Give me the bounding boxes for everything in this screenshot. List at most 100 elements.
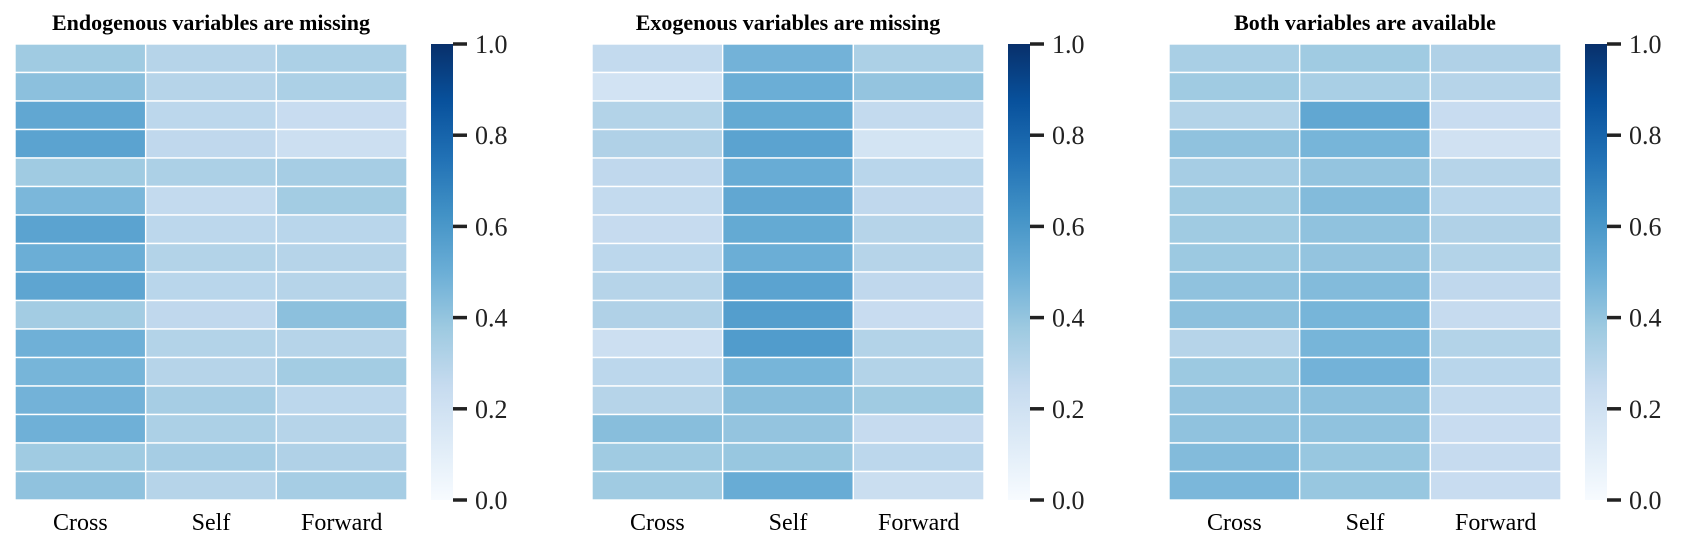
heatmap-cell bbox=[144, 71, 278, 102]
heatmap-cell bbox=[275, 328, 408, 359]
heatmap-cell bbox=[1429, 100, 1562, 131]
heatmap-cell bbox=[14, 413, 147, 444]
heatmap-cell bbox=[1168, 71, 1301, 102]
heatmap-cell bbox=[852, 128, 985, 159]
heatmap-cell bbox=[1298, 128, 1432, 159]
colorbar-tick-label: 0.8 bbox=[1052, 121, 1085, 150]
heatmap-cell bbox=[1429, 71, 1562, 102]
heatmap-cell bbox=[852, 242, 985, 273]
heatmap-cell bbox=[1168, 299, 1301, 330]
heatmap-cell bbox=[591, 43, 724, 74]
colorbar bbox=[1585, 44, 1607, 500]
heatmap-cell bbox=[14, 442, 147, 473]
heatmap-cell bbox=[144, 299, 278, 330]
heatmap-cell bbox=[1429, 214, 1562, 245]
heatmap-cell bbox=[1298, 328, 1432, 359]
heatmap-cell bbox=[721, 413, 855, 444]
heatmap-cell bbox=[1298, 71, 1432, 102]
heatmap-cell bbox=[1298, 442, 1432, 473]
heatmap-cell bbox=[1168, 100, 1301, 131]
heatmap-cell bbox=[14, 43, 147, 74]
heatmap-cell bbox=[14, 157, 147, 188]
x-tick-label: Self bbox=[1346, 510, 1385, 536]
colorbar-tick-label: 0.0 bbox=[475, 486, 508, 515]
heatmap-cell bbox=[1429, 442, 1562, 473]
heatmap-cell bbox=[275, 413, 408, 444]
heatmap-cell bbox=[14, 214, 147, 245]
colorbar-tick-label: 1.0 bbox=[475, 30, 508, 59]
heatmap-cell bbox=[852, 442, 985, 473]
heatmap-cell bbox=[1298, 299, 1432, 330]
heatmap-cell bbox=[144, 442, 278, 473]
heatmap-cell bbox=[14, 100, 147, 131]
colorbar-tick-label: 0.0 bbox=[1629, 486, 1662, 515]
colorbar-tick-label: 0.4 bbox=[1052, 304, 1085, 333]
heatmap-cell bbox=[144, 100, 278, 131]
heatmap-cell bbox=[1429, 470, 1562, 501]
heatmap-cell bbox=[1429, 185, 1562, 216]
heatmap-cell bbox=[275, 185, 408, 216]
colorbar-tick-label: 0.4 bbox=[475, 304, 508, 333]
heatmap-cell bbox=[1429, 385, 1562, 416]
heatmap-cell bbox=[852, 299, 985, 330]
heatmap-cell bbox=[1168, 214, 1301, 245]
heatmap-cell bbox=[591, 385, 724, 416]
heatmap-cell bbox=[852, 413, 985, 444]
colorbar-tick-label: 0.8 bbox=[475, 121, 508, 150]
panel-title: Endogenous variables are missing bbox=[52, 10, 370, 35]
heatmap-cell bbox=[144, 413, 278, 444]
heatmap-panel-2: Exogenous variables are missing Cross Self… bbox=[591, 10, 1085, 536]
heatmap-cell bbox=[1298, 185, 1432, 216]
x-tick-label: Self bbox=[769, 510, 808, 536]
heatmap-cell bbox=[721, 470, 855, 501]
heatmap-cell bbox=[1429, 271, 1562, 302]
heatmap-cell bbox=[144, 214, 278, 245]
heatmap-cell bbox=[721, 328, 855, 359]
heatmap-cell bbox=[721, 185, 855, 216]
heatmap-cell bbox=[1168, 385, 1301, 416]
heatmap-cell bbox=[1168, 470, 1301, 501]
heatmap-cell bbox=[14, 470, 147, 501]
heatmap-cell bbox=[721, 43, 855, 74]
heatmap-panel-1: Endogenous variables are missing Cross Sel… bbox=[14, 10, 508, 536]
heatmap-cell bbox=[591, 100, 724, 131]
heatmap-cell bbox=[1168, 43, 1301, 74]
heatmap-cell bbox=[1298, 385, 1432, 416]
heatmap-cell bbox=[591, 413, 724, 444]
heatmap-cell bbox=[1298, 214, 1432, 245]
heatmap-cell bbox=[1429, 242, 1562, 273]
colorbar-tick-label: 0.0 bbox=[1052, 486, 1085, 515]
heatmap-cell bbox=[591, 242, 724, 273]
colorbar-tick-label: 1.0 bbox=[1052, 30, 1085, 59]
colorbar-tick-label: 0.8 bbox=[1629, 121, 1662, 150]
heatmap-cell bbox=[275, 356, 408, 387]
x-tick-label: Self bbox=[192, 510, 231, 536]
heatmap-cell bbox=[1298, 242, 1432, 273]
heatmap-cell bbox=[852, 43, 985, 74]
heatmap-cell bbox=[14, 185, 147, 216]
heatmap-cell bbox=[852, 157, 985, 188]
heatmap-cell bbox=[14, 128, 147, 159]
heatmap-cell bbox=[591, 157, 724, 188]
x-tick-label: Cross bbox=[630, 510, 685, 536]
heatmap-cell bbox=[1429, 157, 1562, 188]
heatmap-cell bbox=[14, 299, 147, 330]
heatmap-cell bbox=[1168, 356, 1301, 387]
heatmap-cell bbox=[275, 128, 408, 159]
heatmap-cell bbox=[852, 470, 985, 501]
heatmap-cell bbox=[721, 157, 855, 188]
heatmap-cell bbox=[144, 43, 278, 74]
heatmap-cell bbox=[721, 128, 855, 159]
heatmap-cell bbox=[1168, 442, 1301, 473]
heatmap-cell bbox=[1429, 356, 1562, 387]
heatmap-cell bbox=[852, 271, 985, 302]
heatmap-cell bbox=[1429, 128, 1562, 159]
heatmap-cell bbox=[14, 242, 147, 273]
heatmap-cell bbox=[1429, 43, 1562, 74]
heatmap-cell bbox=[144, 271, 278, 302]
heatmap-cell bbox=[852, 185, 985, 216]
heatmap-cell bbox=[721, 442, 855, 473]
heatmap-cell bbox=[1429, 299, 1562, 330]
colorbar-tick-label: 0.6 bbox=[475, 212, 508, 241]
